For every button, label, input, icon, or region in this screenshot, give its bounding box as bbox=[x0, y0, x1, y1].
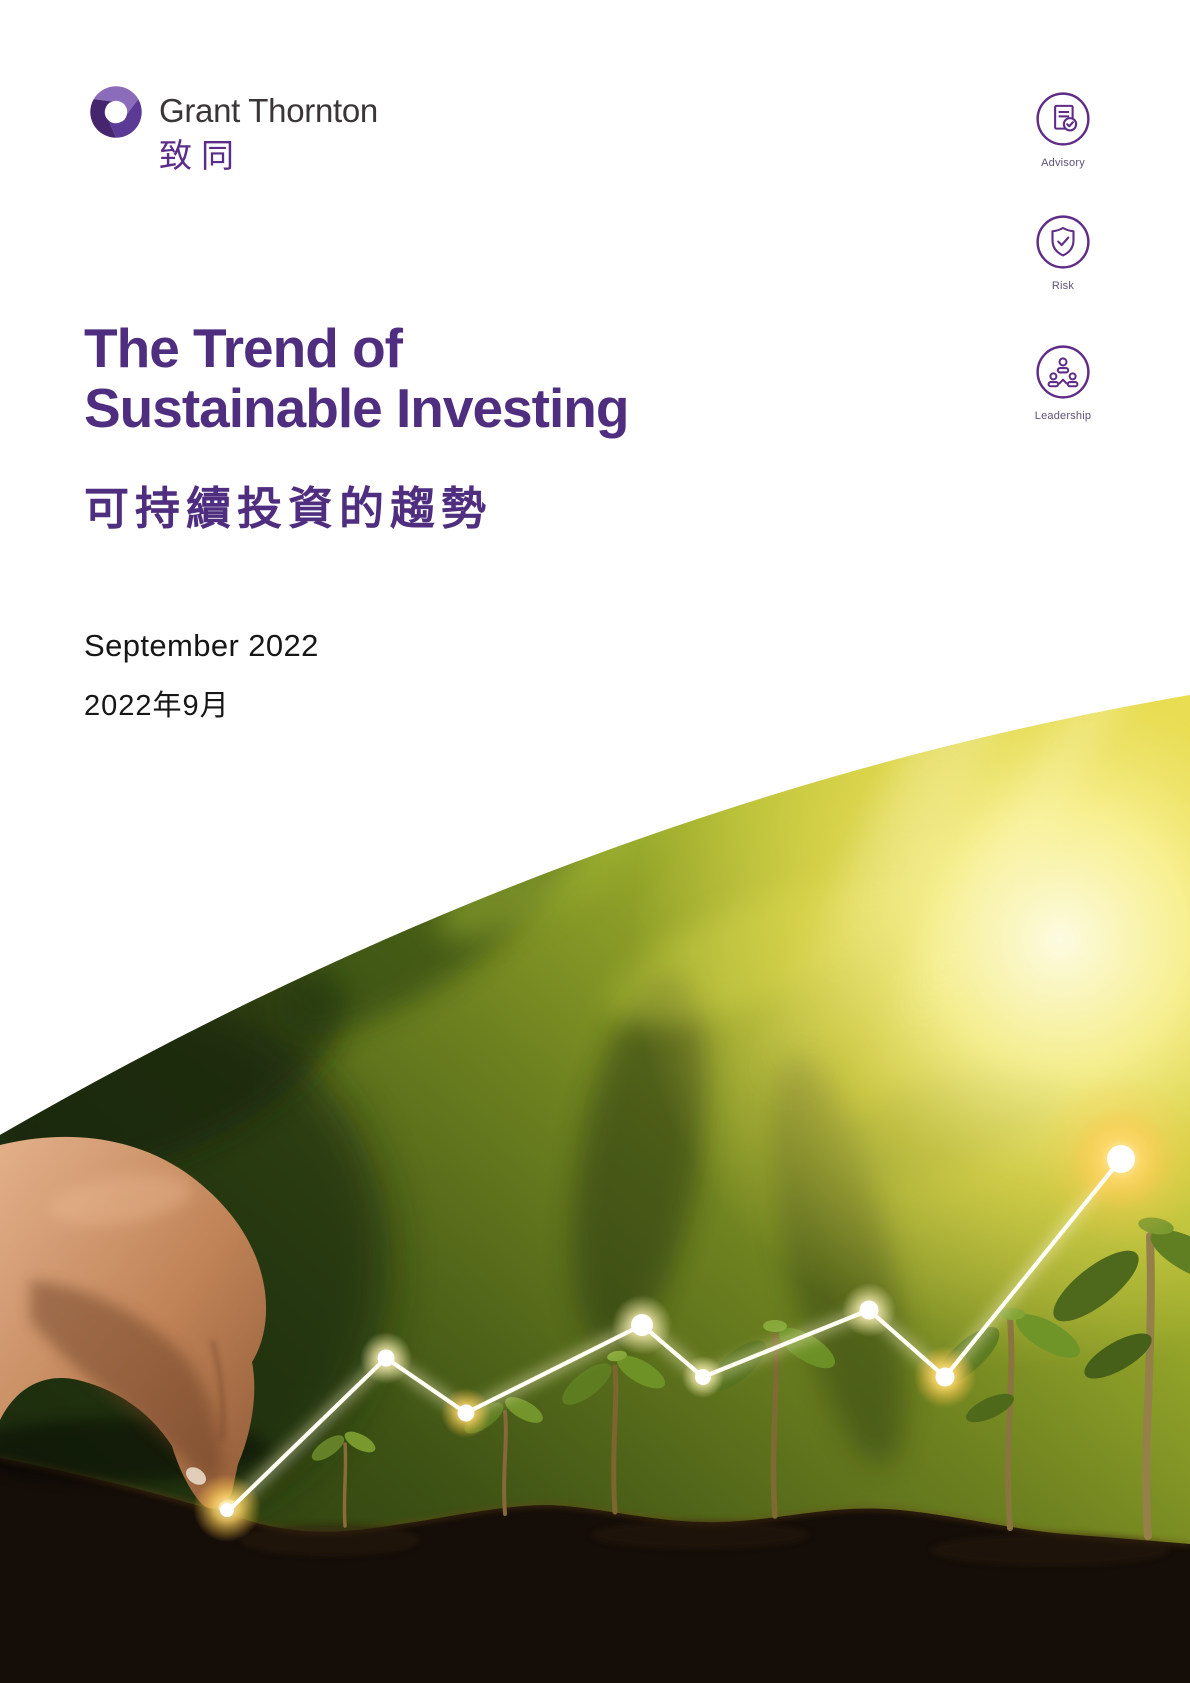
date-en: September 2022 bbox=[84, 628, 319, 663]
leadership-label: Leadership bbox=[1034, 410, 1092, 422]
page-title: The Trend of Sustainable Investing bbox=[84, 317, 629, 439]
hand-planting-seed bbox=[0, 1136, 267, 1513]
grant-thornton-swirl-icon bbox=[90, 86, 142, 138]
service-advisory: Advisory bbox=[1035, 91, 1091, 169]
brand-name-cn: 致同 bbox=[159, 137, 243, 174]
chart-node bbox=[377, 1349, 395, 1367]
chart-node bbox=[859, 1300, 879, 1320]
risk-label: Risk bbox=[1051, 280, 1075, 292]
soil bbox=[0, 1418, 1190, 1683]
hero-photo bbox=[0, 640, 1190, 1683]
chart-node bbox=[457, 1404, 475, 1422]
leadership-people-icon bbox=[1036, 345, 1090, 399]
growth-chart-line bbox=[193, 1074, 1190, 1542]
hero-photo-art bbox=[0, 695, 1190, 1683]
seedling bbox=[562, 1350, 666, 1515]
brand-logo: Grant Thornton 致同 bbox=[88, 84, 378, 172]
seedling-row bbox=[311, 1217, 1190, 1540]
chart-node bbox=[935, 1367, 955, 1387]
brand-text: Grant Thornton 致同 bbox=[159, 84, 378, 172]
service-leadership: Leadership bbox=[1035, 344, 1091, 422]
chart-node bbox=[631, 1314, 653, 1336]
chart-node bbox=[220, 1503, 234, 1517]
chart-node bbox=[695, 1369, 711, 1385]
seedling bbox=[311, 1431, 376, 1528]
risk-shield-icon bbox=[1036, 215, 1090, 269]
chart-node bbox=[1107, 1145, 1135, 1173]
brand-name: Grant Thornton bbox=[159, 92, 378, 129]
page-subtitle-cn: 可持續投資的趨勢 bbox=[84, 483, 493, 534]
service-risk: Risk bbox=[1035, 214, 1091, 292]
title-line-1: The Trend of bbox=[84, 317, 403, 379]
advisory-label: Advisory bbox=[1041, 157, 1085, 169]
date-cn: 2022年9月 bbox=[84, 690, 230, 722]
title-line-2: Sustainable Investing bbox=[84, 377, 629, 439]
advisory-icon bbox=[1036, 92, 1090, 146]
